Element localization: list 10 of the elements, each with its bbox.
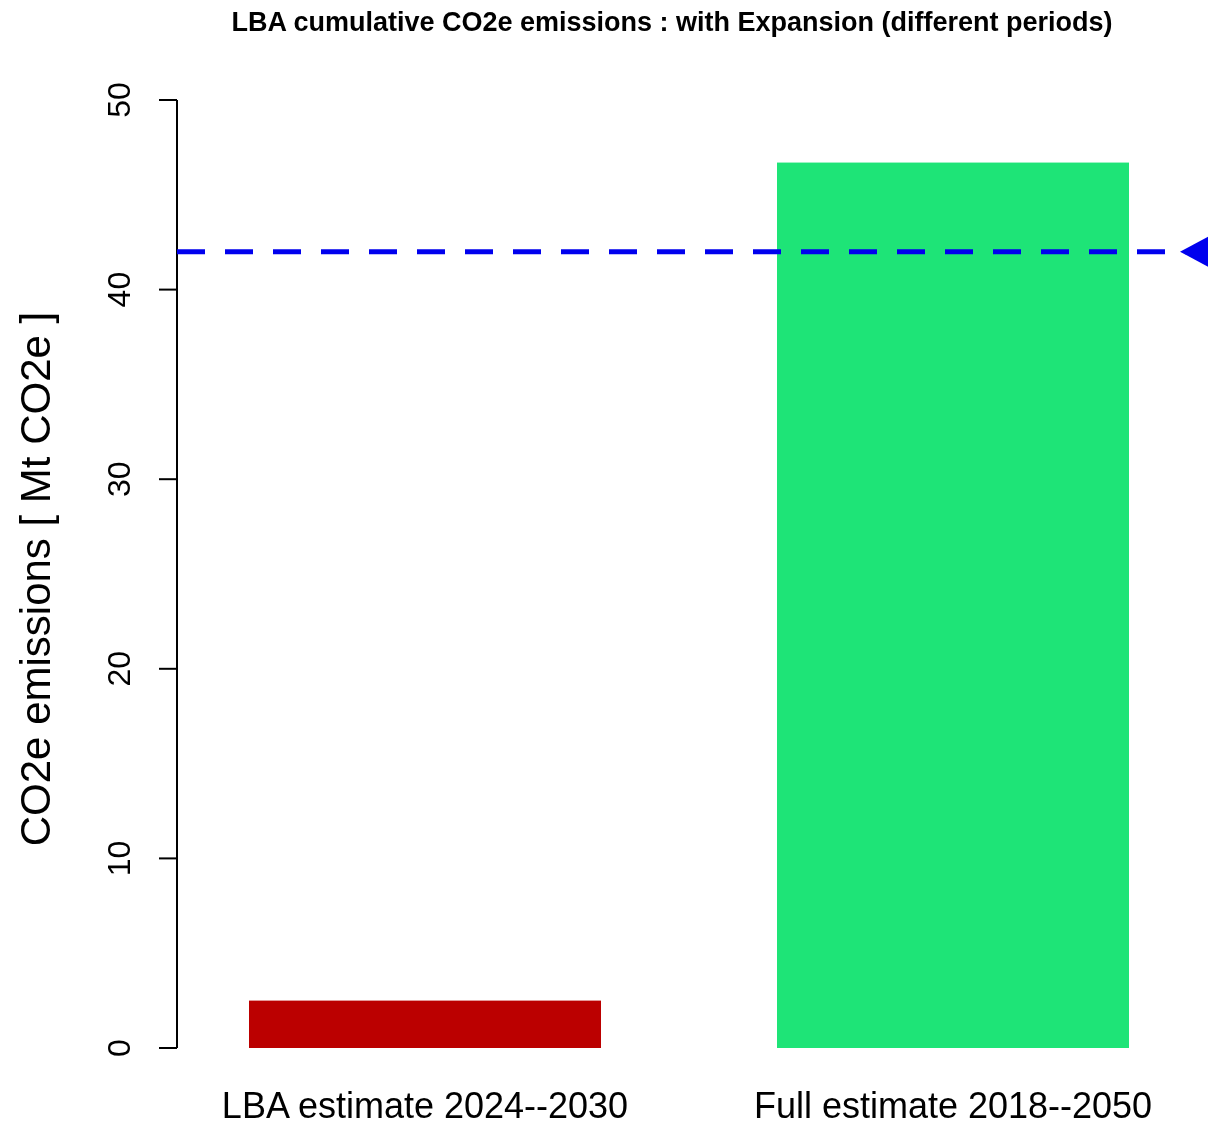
x-tick-label: LBA estimate 2024--2030 — [221, 1085, 629, 1122]
x-tick-label: Full estimate 2018--2050 — [753, 1085, 1153, 1122]
y-tick-label: 20 — [101, 651, 137, 687]
y-tick-label: 10 — [101, 840, 137, 877]
y-tick-label: 50 — [101, 82, 137, 118]
chart-title: LBA cumulative CO2e emissions : with Expansion (different periods) — [231, 7, 1113, 37]
y-axis-title: CO2e emissions [ Mt CO2e ] — [12, 311, 59, 847]
y-tick-label: 40 — [101, 271, 137, 308]
y-tick-label: 0 — [101, 1039, 137, 1057]
y-tick-label: 30 — [101, 461, 137, 497]
